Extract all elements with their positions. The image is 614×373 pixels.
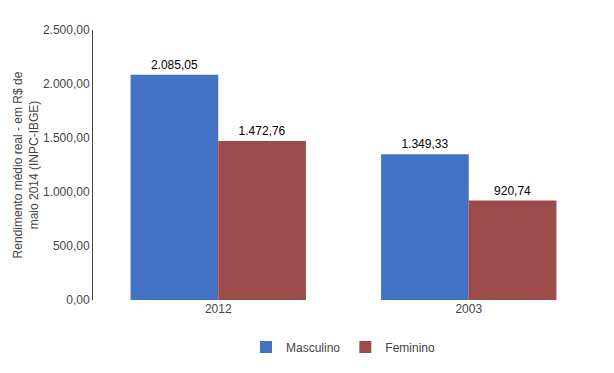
svg-text:0,00: 0,00 [66, 293, 90, 307]
svg-text:Rendimento médio real - em R$: Rendimento médio real - em R$ demaio 201… [11, 71, 41, 258]
svg-text:Feminino: Feminino [385, 341, 435, 355]
svg-text:Masculino: Masculino [286, 341, 340, 355]
svg-text:2003: 2003 [455, 302, 482, 316]
svg-text:920,74: 920,74 [494, 184, 531, 198]
svg-text:1.349,33: 1.349,33 [401, 137, 448, 151]
svg-text:1.500,00: 1.500,00 [43, 131, 90, 145]
svg-text:1.472,76: 1.472,76 [239, 124, 286, 138]
svg-text:2.500,00: 2.500,00 [43, 23, 90, 37]
svg-text:500,00: 500,00 [53, 239, 90, 253]
svg-text:2.000,00: 2.000,00 [43, 77, 90, 91]
svg-text:2.085,05: 2.085,05 [151, 58, 198, 72]
svg-text:2012: 2012 [205, 302, 232, 316]
svg-text:1.000,00: 1.000,00 [43, 185, 90, 199]
